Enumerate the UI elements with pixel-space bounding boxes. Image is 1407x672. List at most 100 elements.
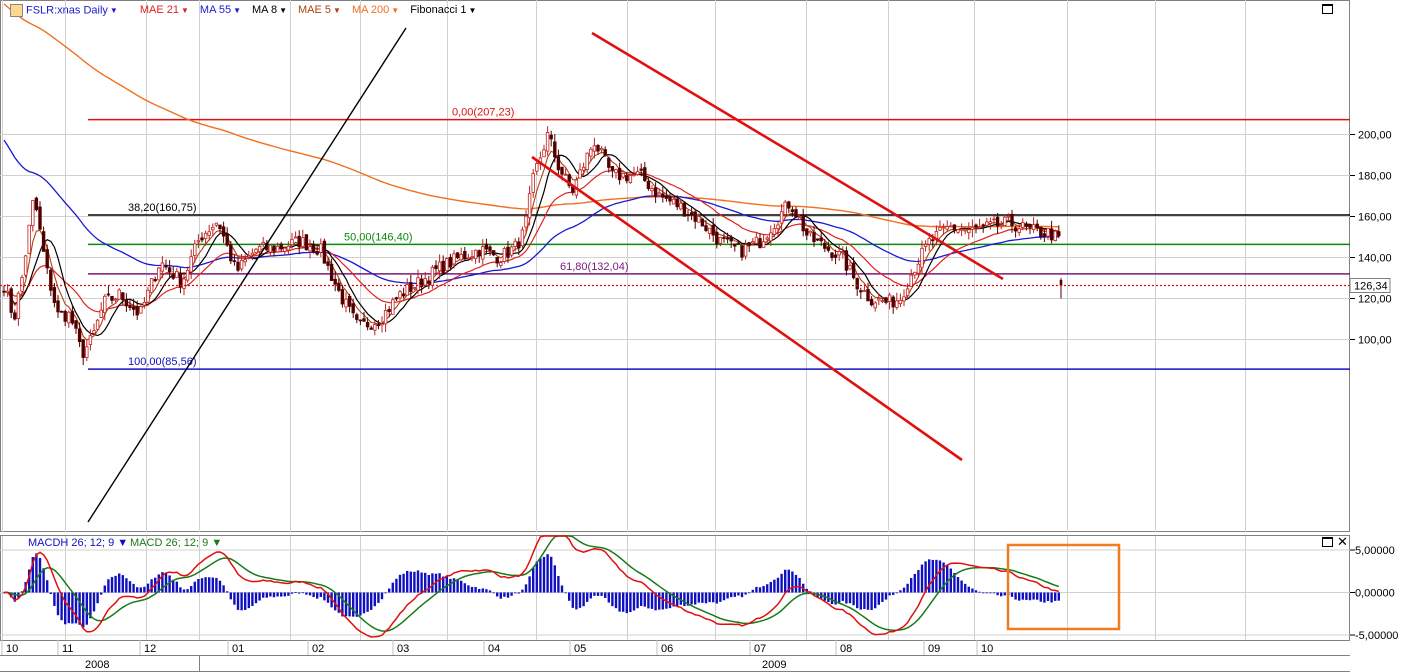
candle <box>747 242 751 246</box>
candle <box>862 290 867 292</box>
macd-hist-bar <box>550 556 553 593</box>
candle <box>621 173 625 178</box>
candle <box>1057 231 1061 237</box>
macd-hist-bar <box>150 579 153 593</box>
candle <box>905 288 910 296</box>
indicator-1[interactable]: MA 55 ▼ <box>200 4 241 16</box>
candle <box>38 206 42 230</box>
month-label: 09 <box>928 643 940 655</box>
macd-hist-bar <box>391 582 394 593</box>
candle <box>963 229 967 232</box>
macd-hist-bar <box>524 584 528 593</box>
candle <box>110 295 114 301</box>
macd-hist-bar <box>510 592 513 596</box>
candle <box>13 312 17 320</box>
candle <box>707 227 712 234</box>
candle <box>466 257 471 260</box>
macd-tick-label: 0,00000 <box>1355 588 1395 600</box>
indicator-0[interactable]: MAE 21 ▼ <box>140 4 189 16</box>
macd-hist-bar <box>787 569 790 593</box>
macd-hist-bar <box>557 575 560 593</box>
macd-hist-bar <box>380 592 384 600</box>
candle <box>329 263 334 281</box>
candle <box>121 292 125 301</box>
macd-hist-bar <box>366 592 369 612</box>
candle <box>977 226 982 229</box>
macd-hist-bar <box>769 581 772 593</box>
macd-hist-bar <box>924 561 927 593</box>
month-label: 06 <box>661 643 673 655</box>
macd-hist-bar <box>326 592 330 603</box>
macd-hist-bar <box>28 569 31 593</box>
candle <box>286 245 291 251</box>
macd-hist-bar <box>1014 592 1017 600</box>
macd-hist-bar <box>146 583 150 593</box>
macd-hist-bar <box>672 592 675 607</box>
candle <box>884 297 888 303</box>
macd-hist-bar <box>640 592 643 607</box>
candle <box>661 193 665 198</box>
macd-hist-bar <box>974 590 978 593</box>
macd-hist-bar <box>751 589 754 593</box>
candle <box>592 145 597 152</box>
candle <box>369 327 373 330</box>
maximize-icon[interactable] <box>1322 4 1333 14</box>
macd-hist-bar <box>96 592 99 604</box>
macd-hist-bar <box>35 553 38 593</box>
chart-header: FSLR:xnas Daily ▼ MAE 21 ▼ MA 55 ▼ MA 8 ▼ MAE 5… <box>10 2 487 18</box>
candle <box>225 233 229 246</box>
candle <box>160 262 165 272</box>
candle <box>527 193 532 219</box>
candle <box>1010 213 1014 226</box>
candle <box>556 156 561 171</box>
candle <box>470 256 474 259</box>
macd-close-icon[interactable]: ✕ <box>1337 534 1348 549</box>
symbol-label[interactable]: FSLR:xnas Daily ▼ <box>10 3 129 17</box>
candle <box>722 237 726 239</box>
dropdown-icon: ▼ <box>233 6 242 15</box>
indicator-5[interactable]: Fibonacci 1 ▼ <box>410 4 476 16</box>
macd-hist-bar <box>715 592 718 604</box>
candle <box>326 261 330 266</box>
macd-maximize-icon[interactable] <box>1322 537 1333 547</box>
candle <box>531 173 535 193</box>
macd-hist-bar <box>56 592 60 616</box>
dropdown-icon: ▼ <box>180 6 189 15</box>
indicator-4[interactable]: MA 200 ▼ <box>352 4 399 16</box>
macd-hist-bar <box>211 577 214 593</box>
macd-hist-bar <box>413 571 416 593</box>
indicator-3[interactable]: MAE 5 ▼ <box>298 4 341 16</box>
macd-hist-bar <box>409 571 412 593</box>
candle <box>193 243 197 256</box>
candle <box>715 232 719 245</box>
macd-hist-bar <box>269 592 272 597</box>
macd-hist-bar <box>920 564 924 593</box>
macd-hist-bar <box>690 592 693 605</box>
candle <box>430 266 435 286</box>
candle <box>77 328 82 343</box>
candle <box>373 324 377 331</box>
candle <box>34 197 39 211</box>
candle <box>135 306 139 316</box>
macd-hist-bar <box>182 589 186 593</box>
macd-tick-label: -5,00000 <box>1355 630 1398 642</box>
month-label: 04 <box>488 643 500 655</box>
candle <box>113 298 118 301</box>
macd-hist-bar <box>125 578 128 593</box>
candle <box>5 290 10 293</box>
price-tick-label: 200,00 <box>1358 130 1392 142</box>
macd-hist-bar <box>244 592 247 610</box>
macd-hist-bar <box>172 579 175 593</box>
macd-hist-bar <box>625 592 628 614</box>
macd-hist-bar <box>31 557 34 593</box>
macd-hist-bar <box>870 592 873 610</box>
macd-hist-bar <box>748 592 751 594</box>
macd-hist-bar <box>132 583 135 593</box>
candle <box>589 148 593 157</box>
indicator-2[interactable]: MA 8 ▼ <box>252 4 287 16</box>
candle <box>617 167 622 181</box>
candle <box>409 282 413 292</box>
macd-hist-bar <box>694 592 697 605</box>
candle <box>189 256 193 273</box>
